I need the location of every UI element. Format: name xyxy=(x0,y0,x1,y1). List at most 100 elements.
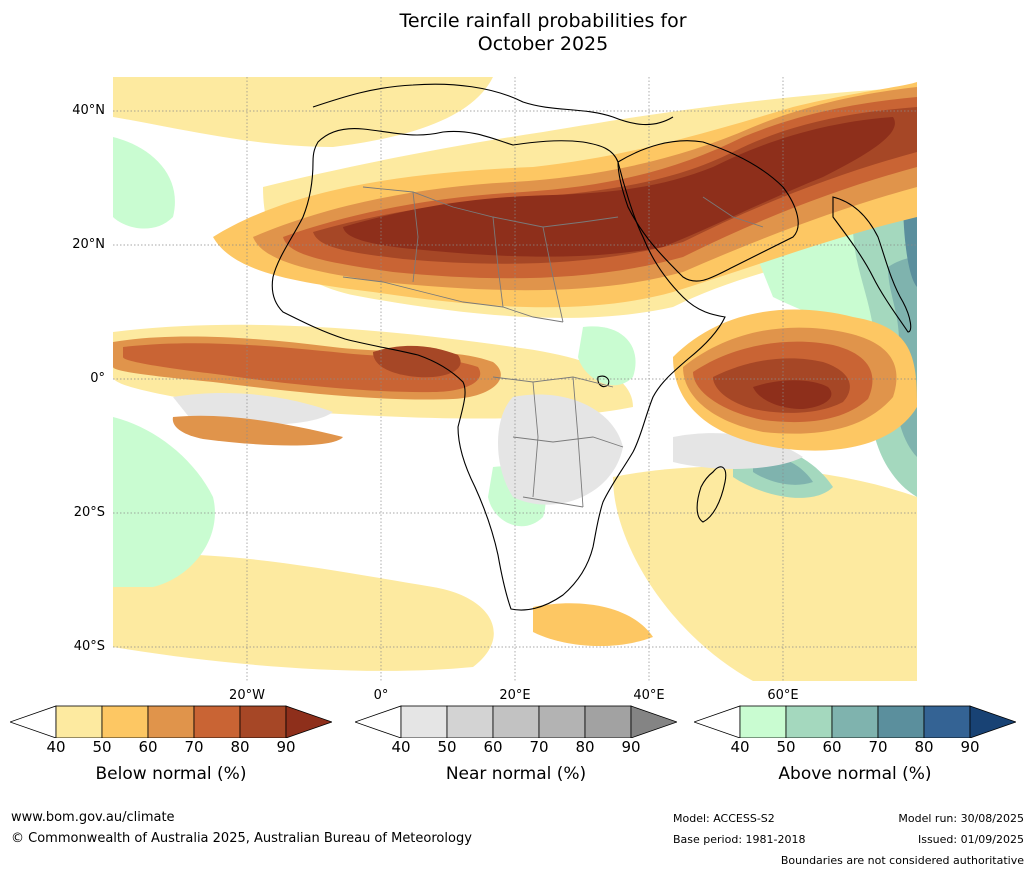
border xyxy=(512,436,624,448)
lat-label-20n: 20°N xyxy=(72,237,105,252)
legend-caption: Above normal (%) xyxy=(778,764,932,784)
field-above-50-atlantic-nw xyxy=(113,137,175,229)
country-borders xyxy=(342,186,764,508)
legend-tick: 80 xyxy=(914,738,934,756)
legend-tick: 80 xyxy=(230,738,250,756)
legend-tick: 50 xyxy=(92,738,112,756)
legend-caption: Below normal (%) xyxy=(95,764,247,784)
field-below-70-equatorial xyxy=(123,343,481,393)
border xyxy=(522,496,584,508)
colorbar-segment xyxy=(831,705,879,738)
colorbar-low-arrow xyxy=(10,705,57,738)
india-coastline xyxy=(832,196,912,333)
legend-ticks: 40 50 60 70 80 90 xyxy=(10,738,332,760)
legend-tick: 70 xyxy=(868,738,888,756)
colorbar-low-arrow xyxy=(355,705,402,738)
lon-label-20e: 20°E xyxy=(499,688,531,703)
colorbar-segment xyxy=(877,705,925,738)
lon-label-60e: 60°E xyxy=(767,688,799,703)
field-below-50-south-ocean xyxy=(533,603,653,647)
border xyxy=(572,376,584,508)
europe-coastline xyxy=(312,83,674,126)
legend-tick: 50 xyxy=(776,738,796,756)
border xyxy=(492,216,504,308)
legend-tick: 90 xyxy=(960,738,980,756)
colorbar-above-normal xyxy=(694,705,1016,738)
legend-tick: 80 xyxy=(575,738,595,756)
legend-tick: 60 xyxy=(138,738,158,756)
field-below-60-se-atlantic xyxy=(172,415,343,446)
lon-label-0: 0° xyxy=(373,688,389,703)
model-name: Model: ACCESS-S2 xyxy=(673,812,775,825)
colorbar-high-arrow xyxy=(969,705,1016,738)
field-below-40-top xyxy=(113,77,493,147)
border xyxy=(542,226,564,323)
rainfall-map xyxy=(113,77,917,681)
field-below-80-guinea xyxy=(373,345,461,378)
issued-date: Issued: 01/09/2025 xyxy=(917,833,1024,846)
legend-caption: Near normal (%) xyxy=(445,764,587,784)
model-run-date: Model run: 30/08/2025 xyxy=(898,812,1024,825)
boundaries-disclaimer: Boundaries are not considered authoritat… xyxy=(780,854,1024,867)
legend-tick: 40 xyxy=(391,738,411,756)
legend-tick: 90 xyxy=(621,738,641,756)
colorbar-segment xyxy=(785,705,833,738)
colorbar-high-arrow xyxy=(630,705,677,738)
field-below-90-sahel xyxy=(343,117,895,257)
madagascar-coastline xyxy=(696,466,727,523)
base-period: Base period: 1981-2018 xyxy=(673,833,806,846)
lon-label-40e: 40°E xyxy=(633,688,665,703)
colorbar-segment xyxy=(739,705,787,738)
border xyxy=(702,196,764,228)
colorbar-segment xyxy=(538,705,586,738)
colorbar-low-arrow xyxy=(694,705,741,738)
legend-tick: 50 xyxy=(437,738,457,756)
copyright-notice: © Commonwealth of Australia 2025, Austra… xyxy=(11,831,472,846)
colorbar-segment xyxy=(55,705,103,738)
legend-tick: 90 xyxy=(276,738,296,756)
field-below-40-sw-indian xyxy=(613,466,917,681)
legend-tick: 40 xyxy=(730,738,750,756)
coastlines xyxy=(271,83,912,611)
arabia-coastline xyxy=(617,140,799,282)
colorbar-segment xyxy=(446,705,494,738)
graticule xyxy=(113,77,917,681)
legend-tick: 60 xyxy=(483,738,503,756)
lat-label-equator: 0° xyxy=(90,371,105,386)
colorbar-segment xyxy=(584,705,632,738)
website-url[interactable]: www.bom.gov.au/climate xyxy=(11,810,175,825)
colorbar-segment xyxy=(923,705,971,738)
legend-tick: 70 xyxy=(184,738,204,756)
lon-label-20w: 20°W xyxy=(229,688,265,703)
field-near-40-central-africa xyxy=(498,394,623,505)
field-below-40-south xyxy=(113,554,494,671)
map-title: Tercile rainfall probabilities for Octob… xyxy=(343,10,743,56)
legend-tick: 60 xyxy=(822,738,842,756)
border xyxy=(412,191,419,283)
africa-coastline xyxy=(271,128,726,611)
colorbar-below-normal xyxy=(10,705,332,738)
legend-tick: 40 xyxy=(46,738,66,756)
colorbar-segment xyxy=(193,705,241,738)
colorbar-segment xyxy=(147,705,195,738)
field-above-50-atlantic-west xyxy=(113,417,215,587)
border xyxy=(532,381,539,498)
map-canvas xyxy=(113,77,917,681)
lake-victoria xyxy=(597,375,610,388)
lat-label-20s: 20°S xyxy=(73,505,105,520)
field-above-50-central-africa xyxy=(578,326,636,386)
legend-near-normal: 40 50 60 70 80 90 Near normal (%) xyxy=(355,700,677,784)
colorbar-segment xyxy=(492,705,540,738)
legend-below-normal: 40 50 60 70 80 90 Below normal (%) xyxy=(10,700,332,784)
title-line-1: Tercile rainfall probabilities for xyxy=(399,10,687,32)
lat-label-40n: 40°N xyxy=(72,103,105,118)
colorbar-near-normal xyxy=(355,705,677,738)
border xyxy=(492,376,614,388)
legend-ticks: 40 50 60 70 80 90 xyxy=(694,738,1016,760)
legend-ticks: 40 50 60 70 80 90 xyxy=(355,738,677,760)
colorbar-segment xyxy=(400,705,448,738)
legend-above-normal: 40 50 60 70 80 90 Above normal (%) xyxy=(694,700,1016,784)
border xyxy=(342,276,564,323)
field-below-90-w-indian xyxy=(753,380,832,409)
title-line-2: October 2025 xyxy=(477,33,609,55)
